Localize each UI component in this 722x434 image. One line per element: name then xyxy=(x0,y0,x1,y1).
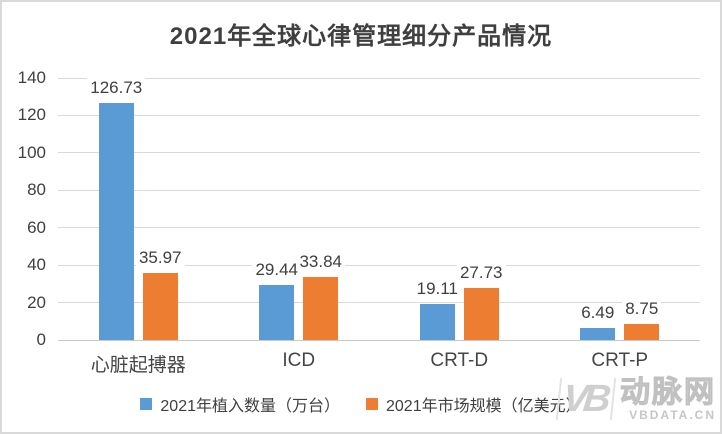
x-axis-line xyxy=(58,339,700,341)
bar-value-label: 126.73 xyxy=(71,77,161,98)
bar xyxy=(142,272,178,340)
legend-item: 2021年市场规模（亿美元） xyxy=(366,392,582,416)
gridline xyxy=(58,152,700,154)
x-category-label: CRT-D xyxy=(430,350,489,371)
legend-item: 2021年植入数量（万台） xyxy=(140,392,340,416)
x-category-label: CRT-P xyxy=(591,350,649,371)
legend-label: 2021年植入数量（万台） xyxy=(160,398,340,415)
gridline xyxy=(58,189,700,191)
chart-title: 2021年全球心律管理细分产品情况 xyxy=(169,23,553,50)
bar-value-label: 33.84 xyxy=(276,251,366,272)
bar-value-label: 29.44 xyxy=(232,259,322,280)
y-axis-tick-label: 120 xyxy=(17,105,46,125)
y-axis-tick-label: 20 xyxy=(27,292,46,312)
legend-label: 2021年市场规模（亿美元） xyxy=(386,398,582,415)
bar xyxy=(98,102,134,340)
legend-swatch xyxy=(366,398,378,410)
bar xyxy=(580,327,616,340)
bar-value-label: 6.49 xyxy=(553,302,643,323)
bar xyxy=(463,288,499,340)
gridline xyxy=(58,114,700,116)
gridline xyxy=(58,227,700,229)
legend-swatch xyxy=(140,398,153,410)
legend: 2021年植入数量（万台） 2021年市场规模（亿美元） xyxy=(2,392,720,416)
y-axis-tick-label: 140 xyxy=(17,68,46,87)
gridline xyxy=(58,302,700,304)
bar-value-label: 27.73 xyxy=(436,263,526,283)
bar-value-label: 35.97 xyxy=(115,247,205,268)
bar xyxy=(624,323,660,340)
bar xyxy=(419,304,455,340)
gridline xyxy=(58,264,700,266)
x-category-label: 心脏起搏器 xyxy=(90,355,186,376)
y-axis-tick-label: 60 xyxy=(27,217,46,237)
y-axis-tick-label: 80 xyxy=(27,180,46,200)
bar xyxy=(303,276,339,340)
bar-value-label: 8.75 xyxy=(597,298,687,319)
bar-value-label: 19.11 xyxy=(392,279,482,299)
y-axis-tick-label: 100 xyxy=(17,142,46,162)
x-category-label: ICD xyxy=(282,350,316,371)
plot-area: 0 20 40 60 80 100 120 140 126.73 35.97 心脏起搏器 29.44 3… xyxy=(18,68,700,376)
bar xyxy=(259,284,295,340)
y-axis-tick-label: 40 xyxy=(27,255,46,275)
gridline xyxy=(58,77,700,79)
y-axis-tick-label: 0 xyxy=(36,330,46,349)
